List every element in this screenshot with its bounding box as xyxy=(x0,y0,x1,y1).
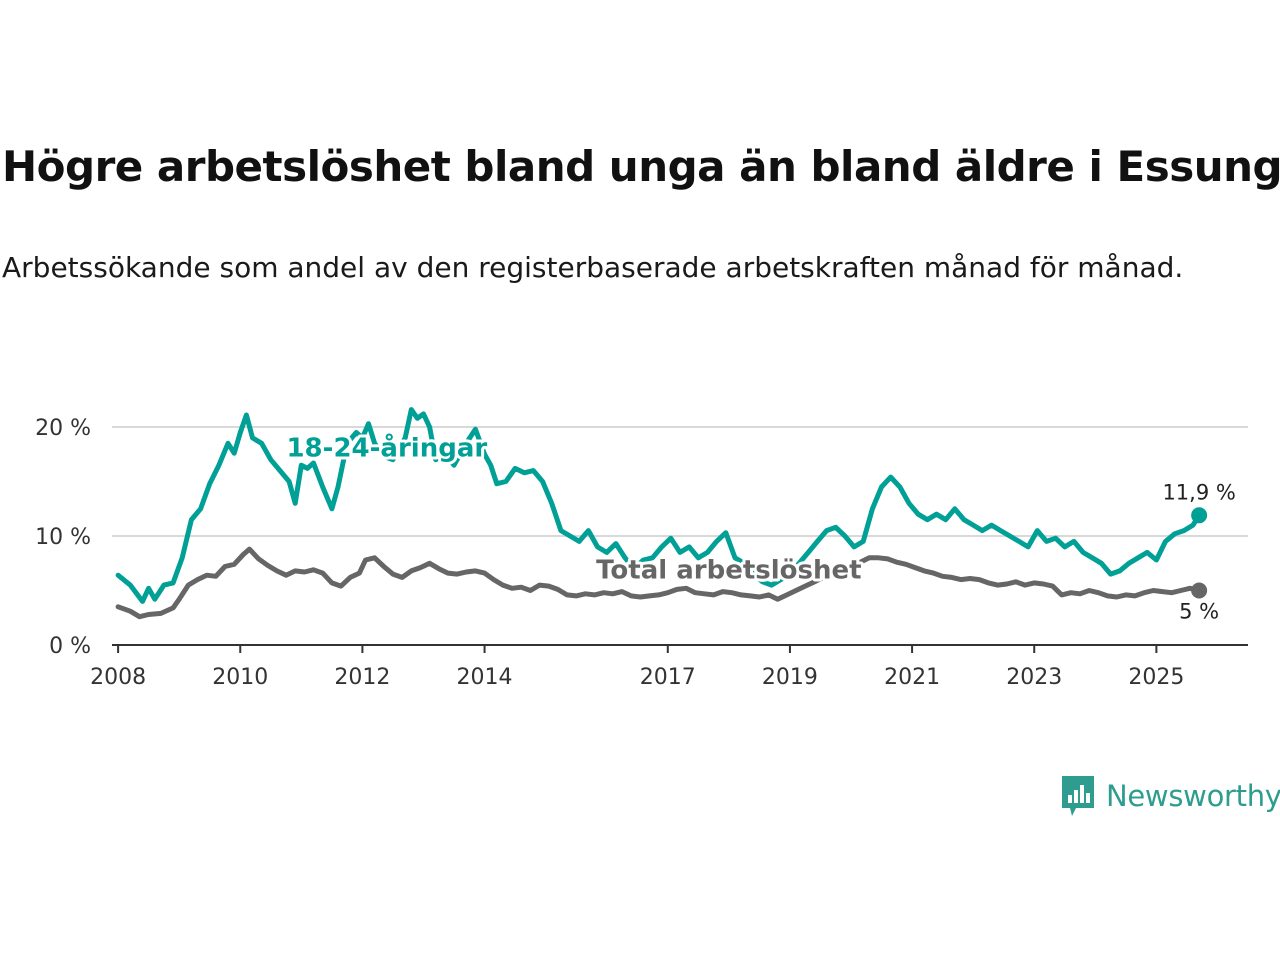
page-subtitle: Arbetssökande som andel av den registerb… xyxy=(2,251,1184,284)
x-tick-label: 2008 xyxy=(90,665,146,690)
series-lines xyxy=(115,407,1208,620)
newsworthy-logo: Newsworthy xyxy=(1060,774,1280,818)
x-tick-label: 2019 xyxy=(762,665,818,690)
x-tick-label: 2010 xyxy=(212,665,268,690)
y-tick-label: 10 % xyxy=(35,525,91,550)
newsworthy-logo-icon xyxy=(1062,776,1094,816)
line-chart: 0 % 10 % 20 % 2008 2010 2012 2014 2017 2019 2021… xyxy=(35,407,1248,690)
x-tick-label: 2014 xyxy=(457,665,513,690)
y-axis-ticks: 0 % 10 % 20 % xyxy=(35,416,91,659)
series-line-total xyxy=(115,546,1202,620)
end-label-youth: 11,9 % xyxy=(1162,480,1235,504)
series-labels: 18-24-åringar 11,9 % Total arbetslöshet 5 % xyxy=(283,428,1235,624)
x-tick-label: 2012 xyxy=(334,665,390,690)
x-tick-label: 2025 xyxy=(1128,665,1184,690)
x-tick-label: 2021 xyxy=(884,665,940,690)
end-label-total: 5 % xyxy=(1179,600,1219,624)
x-tick-label: 2023 xyxy=(1006,665,1062,690)
series-label-youth: 18-24-åringar xyxy=(286,431,487,463)
series-label-total: Total arbetslöshet xyxy=(596,556,861,586)
grid-lines xyxy=(112,426,1248,537)
newsworthy-logo-text: Newsworthy xyxy=(1106,779,1280,813)
x-tick-label: 2017 xyxy=(640,665,696,690)
end-point-total xyxy=(1191,582,1208,599)
page-title: Högre arbetslöshet bland unga än bland ä… xyxy=(2,142,1280,191)
x-axis-ticks: 2008 2010 2012 2014 2017 2019 2021 2023 2025 xyxy=(90,645,1184,690)
y-tick-label: 0 % xyxy=(49,634,91,659)
end-point-youth xyxy=(1191,507,1208,524)
y-tick-label: 20 % xyxy=(35,416,91,441)
series-line-youth xyxy=(115,407,1202,604)
